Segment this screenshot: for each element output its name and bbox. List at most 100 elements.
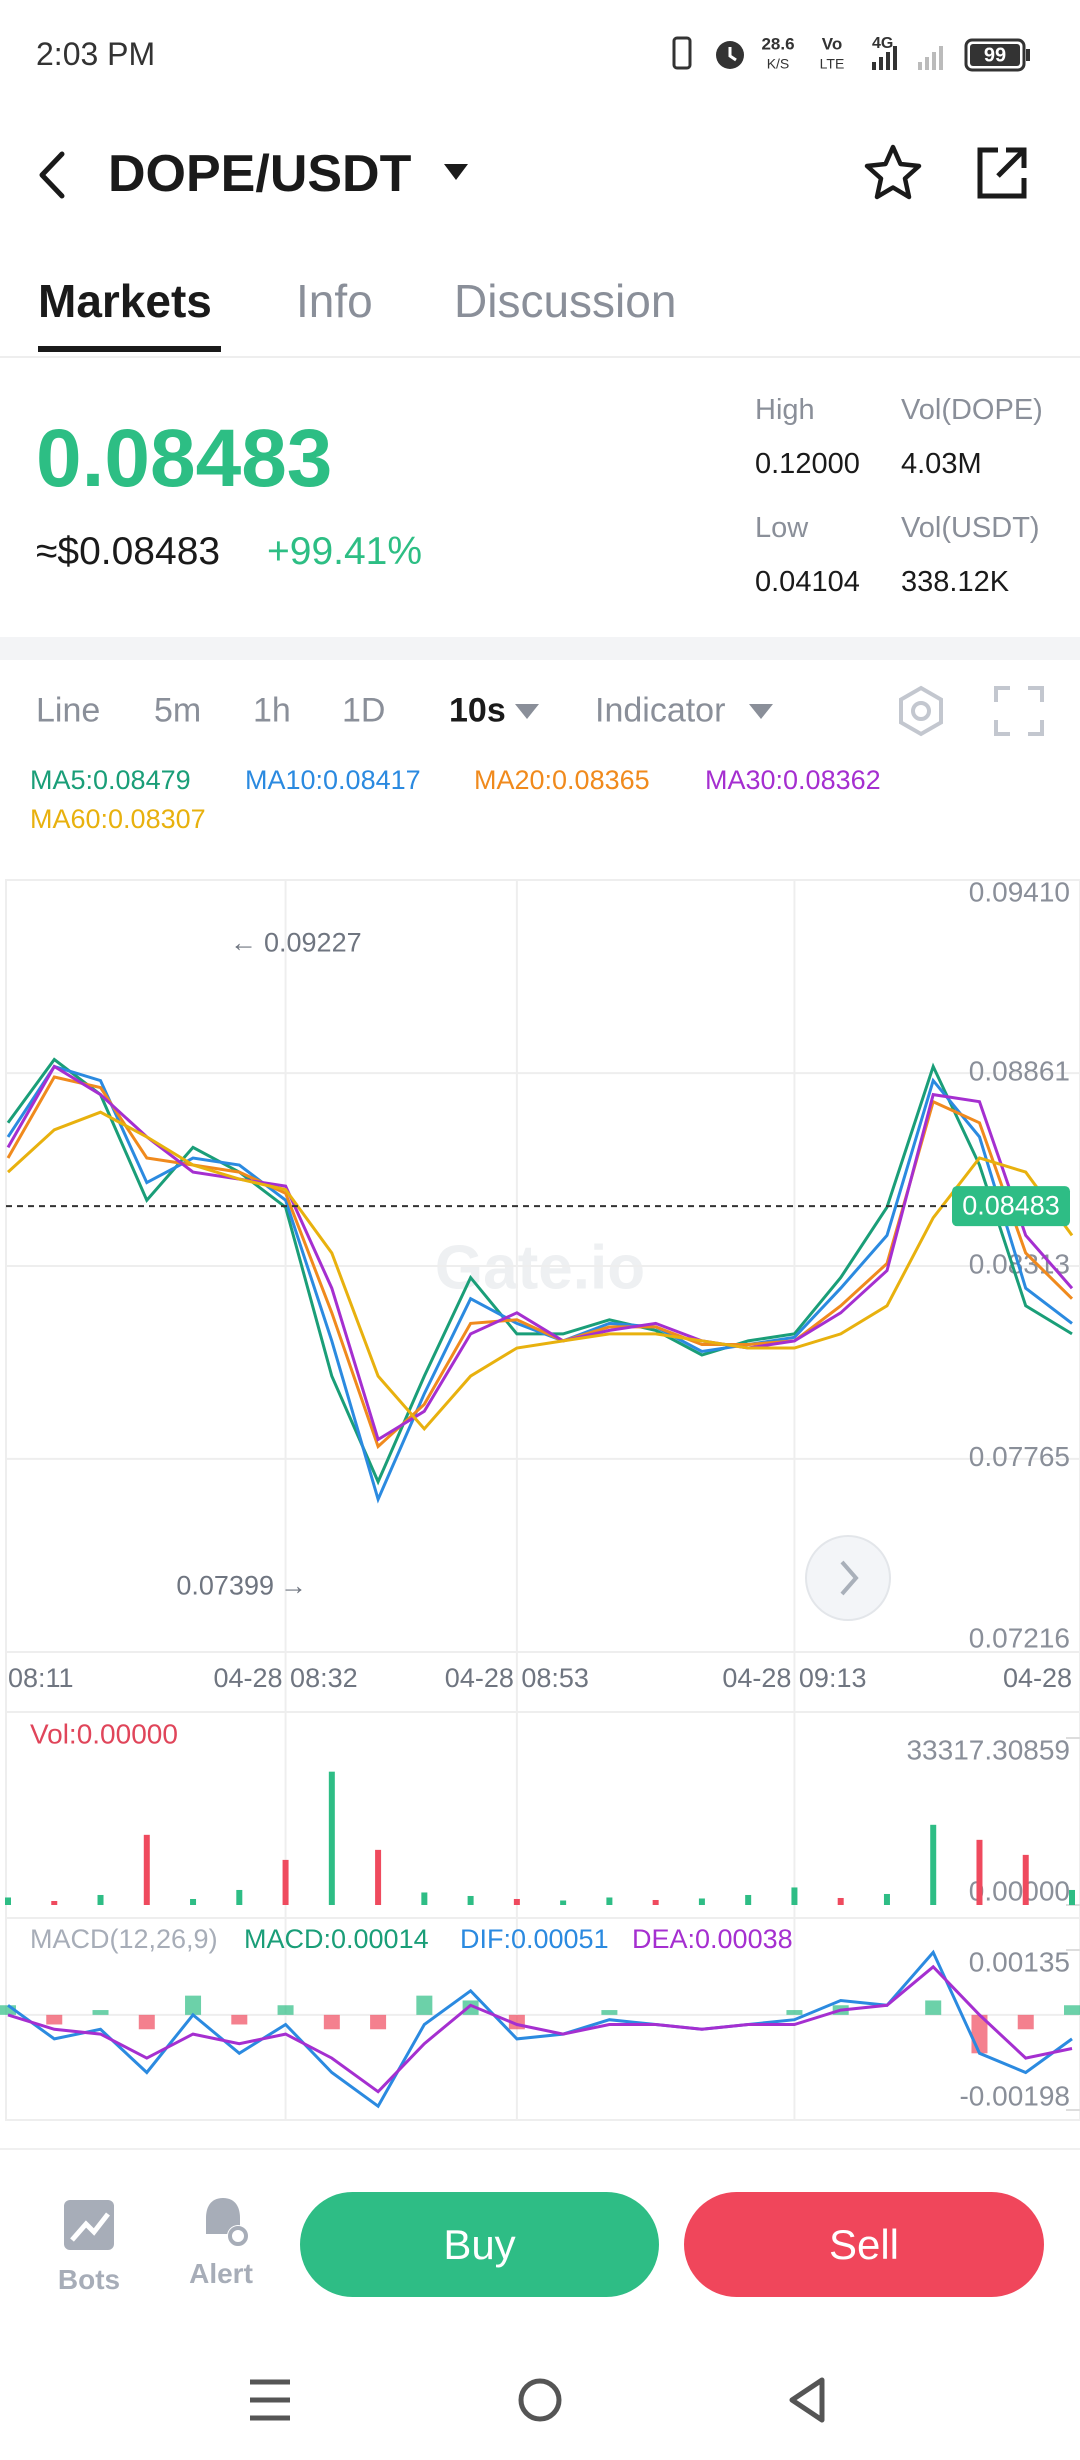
interval[interactable]: Line <box>36 691 101 730</box>
dropdown-arrow <box>749 704 773 719</box>
back-button[interactable] <box>30 148 80 202</box>
y-tick-label: -0.00198 <box>959 2080 1070 2111</box>
bots-label[interactable]: Bots <box>57 2264 121 2295</box>
ma-line <box>6 1110 1074 1432</box>
divider <box>0 356 1080 358</box>
volume-bar <box>745 1894 752 1905</box>
pair-dropdown[interactable] <box>442 160 472 184</box>
volume-bar <box>467 1895 474 1905</box>
x-tick-label: 04-28 08:32 <box>214 1663 358 1693</box>
fullscreen-icon[interactable] <box>992 684 1046 738</box>
tab[interactable]: Markets <box>38 275 212 327</box>
volume-bar <box>930 1824 937 1905</box>
macd-legend: DEA:0.00038 <box>632 1924 793 1954</box>
stat-value: 0.04104 <box>755 566 860 598</box>
divider <box>0 2148 1080 2150</box>
y-tick-label: 33317.30859 <box>906 1734 1070 1765</box>
stat-value: 338.12K <box>901 566 1010 598</box>
interval[interactable]: 1h <box>253 691 291 730</box>
volume-bar <box>1022 1854 1029 1905</box>
stat-label: Vol(USDT) <box>901 512 1040 544</box>
chart: Gate.io0.094100.088610.083130.077650.072… <box>0 765 1080 2121</box>
interval-selected[interactable]: 10s <box>449 691 506 730</box>
x-tick-label: 04-28 08:53 <box>445 1663 589 1693</box>
alert-label[interactable]: Alert <box>189 2258 253 2289</box>
chart-frame <box>5 879 1080 2121</box>
legend-entry: MA5:0.08479 <box>30 765 191 795</box>
macd-bar <box>462 2000 479 2015</box>
stat-label: Vol(DOPE) <box>901 394 1043 426</box>
volume-bar <box>190 1898 197 1905</box>
macd-bar <box>277 2005 294 2015</box>
volume-bar <box>560 1900 567 1905</box>
alert-icon[interactable] <box>194 2194 252 2252</box>
ma-line <box>6 1057 1073 1486</box>
macd-bar <box>0 2005 16 2015</box>
favorite-star[interactable] <box>862 142 924 204</box>
ma-line <box>6 1064 1073 1504</box>
macd-bar <box>46 2014 63 2025</box>
interval[interactable]: 1D <box>342 691 386 730</box>
last-price-box <box>952 1186 1070 1227</box>
macd-bar <box>138 2014 155 2030</box>
high-arrow: ← <box>230 928 257 958</box>
macd-title: MACD(12,26,9) <box>30 1924 218 1954</box>
indicator[interactable]: Indicator <box>595 691 726 730</box>
speed: 28.6 <box>761 34 794 53</box>
macd-line <box>7 1964 1073 2094</box>
volume-bar <box>837 1897 844 1905</box>
volume-bar <box>282 1859 289 1905</box>
volume-bar <box>5 1897 11 1905</box>
pair-title[interactable]: DOPE/USDT <box>108 145 412 203</box>
y-tick-label: 0.09410 <box>969 876 1070 907</box>
nav-home[interactable] <box>518 2378 562 2422</box>
y-tick-label: 0.07216 <box>969 1622 1070 1653</box>
x-tick-label: 08:11 <box>8 1663 74 1693</box>
share-button[interactable] <box>972 144 1032 204</box>
volume-title: Vol:0.00000 <box>30 1718 178 1749</box>
watermark: Gate.io <box>435 1233 645 1302</box>
volume-bar <box>97 1894 104 1905</box>
macd-bar <box>1064 2005 1080 2015</box>
stat-value: 4.03M <box>901 448 982 480</box>
nav-menu[interactable] <box>250 2379 290 2421</box>
nav-back[interactable] <box>789 2377 825 2423</box>
volume-bar <box>513 1898 520 1905</box>
battery: 99 <box>984 44 1006 66</box>
system-nav <box>250 2377 825 2423</box>
tab[interactable]: Discussion <box>454 275 677 327</box>
last-price: 0.08483 <box>36 413 333 504</box>
scroll-right-button[interactable] <box>805 1535 891 1621</box>
macd-legend: DIF:0.00051 <box>460 1924 609 1954</box>
dropdown-arrow <box>515 704 539 719</box>
status-time: 2:03 PM <box>36 36 156 72</box>
ma-line <box>6 1064 1074 1442</box>
y-tick-label: 0.00000 <box>969 1875 1070 1906</box>
sell-button[interactable]: Sell <box>684 2192 1044 2297</box>
low-marker: 0.07399 <box>176 1571 274 1601</box>
volume-bar <box>652 1899 659 1905</box>
volume-bar <box>375 1849 382 1905</box>
section-gap <box>0 637 1080 660</box>
legend-entry: MA10:0.08417 <box>245 765 421 795</box>
buy-button[interactable]: Buy <box>300 2192 659 2297</box>
volume-bar <box>1069 1889 1075 1905</box>
tab[interactable]: Info <box>296 275 373 327</box>
stat-value: 0.12000 <box>755 448 860 480</box>
legend-entry: MA20:0.08365 <box>474 765 650 795</box>
x-tick-label: 04-28 <box>1003 1663 1072 1693</box>
macd-bar <box>601 2010 618 2015</box>
macd-bar <box>416 1995 433 2015</box>
volume-bar <box>606 1897 613 1905</box>
bots-icon[interactable] <box>60 2196 118 2254</box>
stat-label: High <box>755 394 815 426</box>
volte-top: Vo <box>822 34 842 53</box>
price-change: +99.41% <box>267 530 423 573</box>
y-tick-label: 0.07765 <box>969 1441 1070 1472</box>
interval[interactable]: 5m <box>154 691 202 730</box>
speed-unit: K/S <box>767 56 790 72</box>
volume-bar <box>51 1900 58 1905</box>
settings-icon[interactable] <box>894 684 948 738</box>
macd-bar <box>92 2010 109 2015</box>
